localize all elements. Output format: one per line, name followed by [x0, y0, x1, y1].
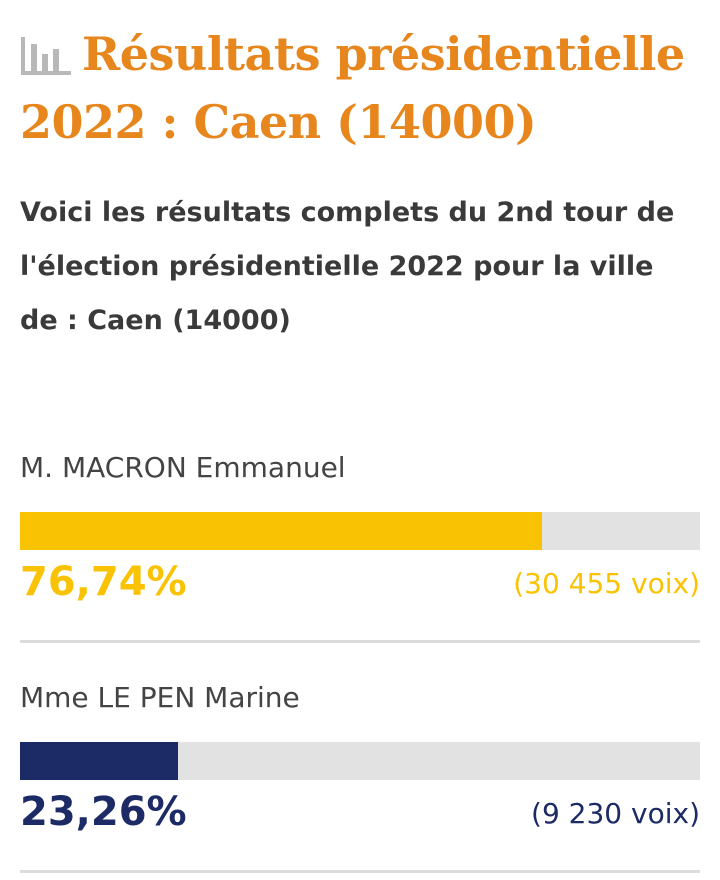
votes-label: (30 455 voix) — [513, 567, 700, 600]
candidate-name: Mme LE PEN Marine — [20, 681, 300, 714]
candidate-row: M. MACRON Emmanuel 76,74% (30 455 voix) — [20, 450, 700, 650]
page-title: Résultats présidentielle 2022 : Caen (14… — [20, 27, 685, 149]
intro-text: Voici les résultats complets du 2nd tour… — [20, 197, 675, 336]
candidate-name: M. MACRON Emmanuel — [20, 451, 346, 484]
percent-label: 23,26% — [20, 789, 187, 835]
percent-label: 76,74% — [20, 559, 187, 605]
row-divider — [20, 870, 700, 873]
bar-chart-icon — [21, 37, 71, 75]
bar-fill — [20, 512, 542, 550]
bar-fill — [20, 742, 178, 780]
candidate-row: Mme LE PEN Marine 23,26% (9 230 voix) — [20, 680, 700, 880]
title-row: Résultats présidentielle 2022 : Caen (14… — [20, 20, 700, 156]
results-panel: Résultats présidentielle 2022 : Caen (14… — [20, 20, 700, 348]
bar-track — [20, 512, 700, 550]
votes-label: (9 230 voix) — [531, 797, 700, 830]
bar-track — [20, 742, 700, 780]
row-divider — [20, 640, 700, 643]
